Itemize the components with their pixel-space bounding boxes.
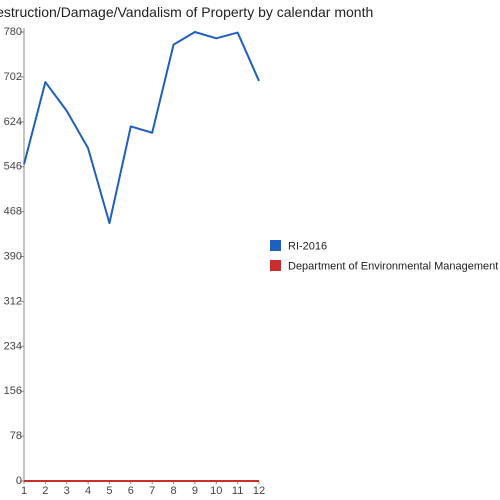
- x-tick-label: 12: [253, 485, 265, 497]
- chart-title: Destruction/Damage/Vandalism of Property…: [0, 4, 373, 20]
- x-axis-ticks: 1 2 3 4 5 6 7 8 9 10 11 12: [21, 481, 265, 497]
- x-tick-label: 4: [85, 485, 91, 497]
- x-tick-label: 3: [64, 485, 70, 497]
- x-tick-label: 11: [232, 485, 243, 497]
- y-tick-label: 468: [4, 206, 22, 218]
- y-tick-label: 0: [16, 475, 22, 487]
- y-tick-label: 156: [4, 385, 22, 397]
- legend-swatch: [270, 240, 281, 251]
- y-tick-label: 234: [4, 340, 22, 352]
- y-axis-ticks: 0 78 156 234 312 390 468 546 624 702 780: [4, 26, 24, 487]
- x-tick-label: 2: [42, 485, 48, 497]
- x-tick-label: 1: [21, 485, 27, 497]
- y-tick-label: 624: [4, 116, 22, 128]
- x-tick-label: 9: [192, 485, 198, 497]
- y-tick-label: 546: [4, 161, 22, 173]
- series-line-0: [23, 31, 260, 225]
- x-tick-label: 10: [210, 485, 222, 497]
- y-tick-label: 312: [4, 295, 22, 307]
- legend: RI-2016 Department of Environmental Manag…: [270, 240, 498, 273]
- y-tick-label: 390: [4, 251, 22, 263]
- axes: [23, 28, 259, 482]
- x-tick-label: 7: [149, 485, 155, 497]
- x-tick-label: 6: [128, 485, 134, 497]
- y-tick-label: 78: [10, 430, 22, 442]
- legend-swatch: [270, 260, 281, 271]
- x-tick-label: 5: [106, 485, 112, 497]
- legend-label: Department of Environmental Management: [288, 261, 498, 273]
- x-tick-label: 8: [170, 485, 176, 497]
- series-lines: [23, 31, 260, 482]
- y-tick-label: 780: [4, 26, 22, 38]
- legend-label: RI-2016: [288, 241, 327, 253]
- y-tick-label: 702: [4, 71, 22, 83]
